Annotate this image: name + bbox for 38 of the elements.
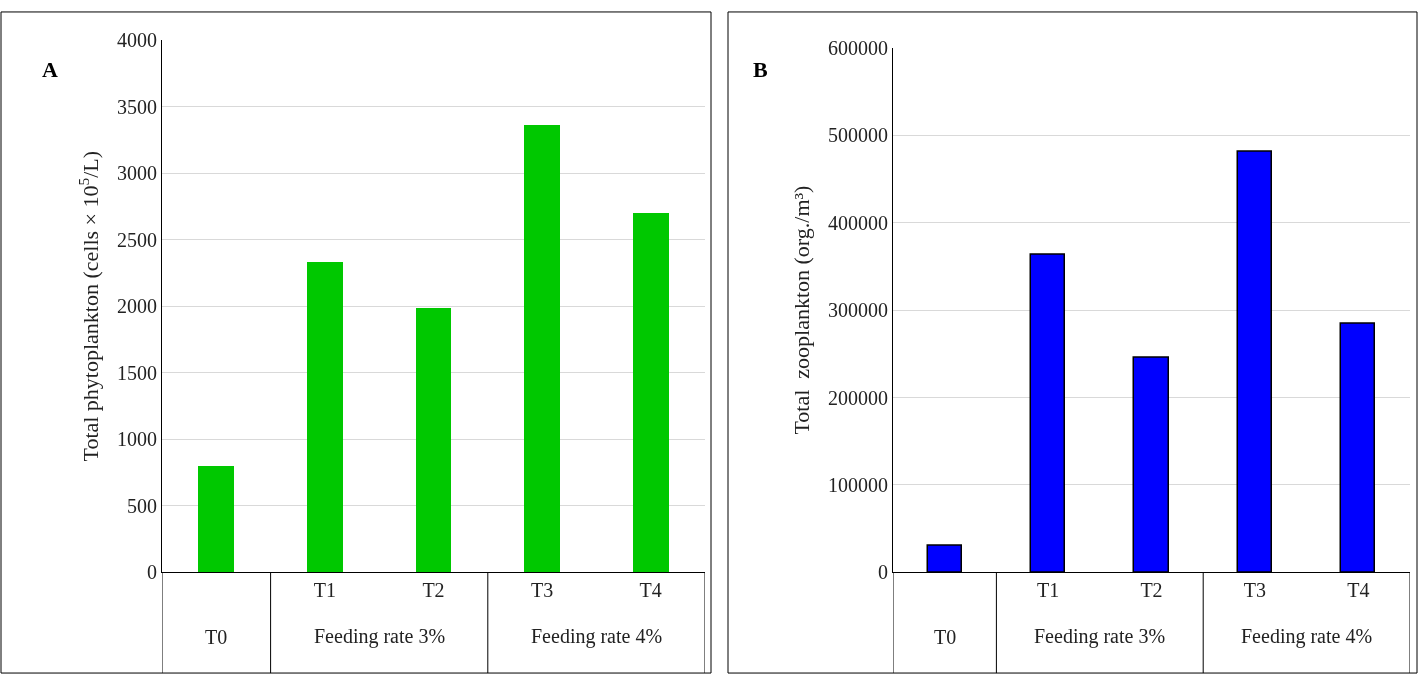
text: T0	[934, 626, 957, 648]
y-tick-label: 1500	[117, 361, 157, 384]
chart-title: B	[753, 57, 768, 82]
text: Feeding rate 3%	[1034, 625, 1166, 648]
y-tick-label: 600000	[828, 36, 888, 59]
y-tick-label: 3000	[117, 162, 157, 185]
y-tick-label: 500000	[828, 124, 888, 147]
x-tick-label: T4	[639, 579, 662, 602]
y-tick-label: 0	[147, 561, 157, 584]
y-tick-label: 3500	[117, 95, 157, 118]
x-tick-label: T3	[530, 579, 554, 602]
x-tick-label: T4	[1347, 579, 1370, 602]
bar	[633, 213, 669, 573]
y-tick-label: 200000	[828, 386, 888, 409]
text: T0	[205, 626, 228, 648]
y-tick-label: 2000	[117, 295, 157, 318]
bar	[307, 262, 343, 573]
bar	[524, 125, 560, 573]
text: A	[42, 57, 58, 82]
text: Feeding rate 3%	[314, 625, 446, 648]
x-tick-label: T1	[1036, 579, 1060, 602]
y-tick-label: 1000	[117, 428, 157, 451]
y-tick-label: 300000	[828, 299, 888, 322]
y-tick-label: 4000	[117, 29, 157, 52]
x-tick-label: T3	[1243, 579, 1267, 602]
y-axis-title: Total zooplankton (org./m³)	[788, 185, 814, 435]
x-tick-label: T2	[422, 579, 445, 602]
y-tick-label: 100000	[828, 473, 888, 496]
bar	[198, 466, 234, 573]
text: Feeding rate 4%	[531, 625, 663, 648]
y-tick-label: 500	[127, 494, 157, 517]
y-tick-label: 400000	[828, 211, 888, 234]
y-tick-label: 0	[878, 561, 888, 584]
x-tick-label: T2	[1140, 579, 1163, 602]
x-tick-label: T1	[313, 579, 337, 602]
text: Feeding rate 4%	[1241, 625, 1373, 648]
y-tick-label: 2500	[117, 228, 157, 251]
bar	[416, 308, 451, 573]
